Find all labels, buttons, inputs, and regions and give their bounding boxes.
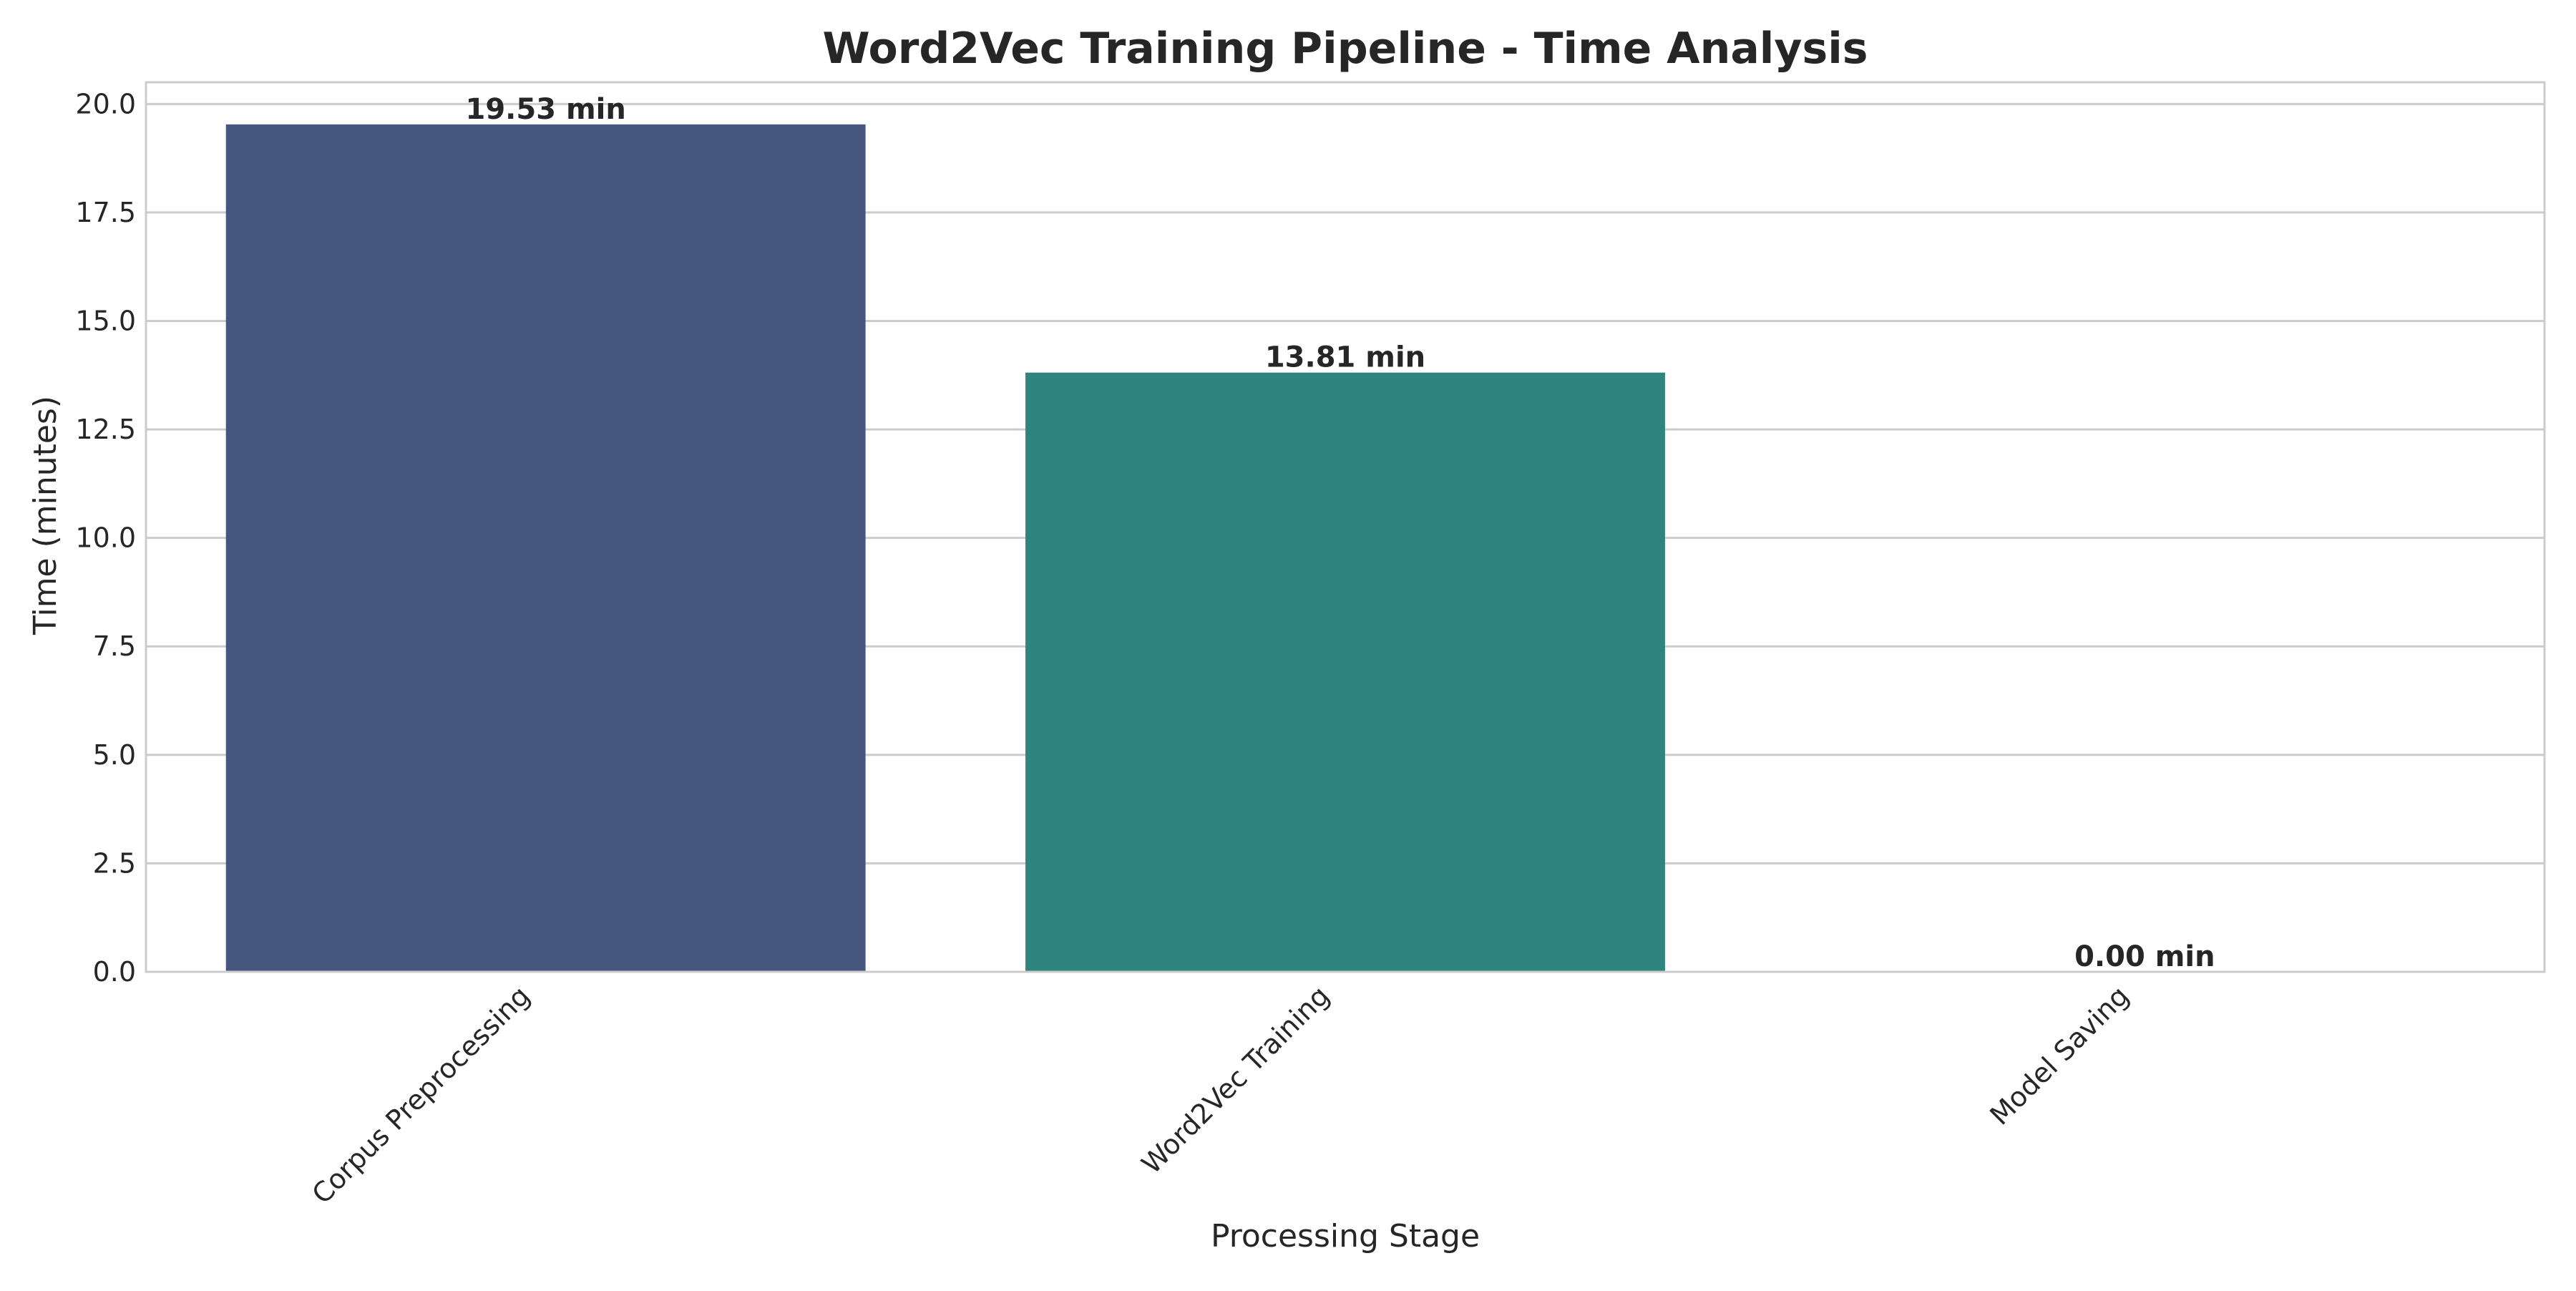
y-tick-label: 10.0 <box>75 522 136 554</box>
y-tick-label: 7.5 <box>93 630 136 662</box>
data-label: 0.00 min <box>2074 940 2215 973</box>
y-tick-label: 15.0 <box>75 305 136 336</box>
x-axis-label: Processing Stage <box>1211 1218 1480 1255</box>
plot-frame <box>145 81 2546 973</box>
bars-layer <box>225 124 1665 972</box>
chart-title: Word2Vec Training Pipeline - Time Analys… <box>823 24 1868 74</box>
y-tick-label: 20.0 <box>75 88 136 120</box>
x-tick-label: Corpus Preprocessing <box>306 980 537 1210</box>
data-label: 13.81 min <box>1265 341 1425 374</box>
y-tick-label: 17.5 <box>75 197 136 228</box>
y-tick-label: 2.5 <box>93 847 136 879</box>
y-tick-label: 0.0 <box>93 956 136 988</box>
bar <box>1025 372 1665 972</box>
y-tick-label: 5.0 <box>93 739 136 771</box>
y-tick-label: 12.5 <box>75 414 136 445</box>
x-tick-label: Word2Vec Training <box>1136 980 1335 1179</box>
bar <box>225 124 866 972</box>
x-category-labels: Corpus Preprocessing Word2Vec Training Mod… <box>306 980 2135 1210</box>
y-tick-labels: 0.0 2.5 5.0 7.5 10.0 12.5 15.0 17.5 20.0 <box>75 88 136 988</box>
y-axis-label: Time (minutes) <box>27 396 64 635</box>
data-label: 19.53 min <box>466 93 626 126</box>
data-labels: 19.53 min 13.81 min 0.00 min <box>466 93 2215 973</box>
x-tick-label: Model Saving <box>1984 980 2135 1131</box>
